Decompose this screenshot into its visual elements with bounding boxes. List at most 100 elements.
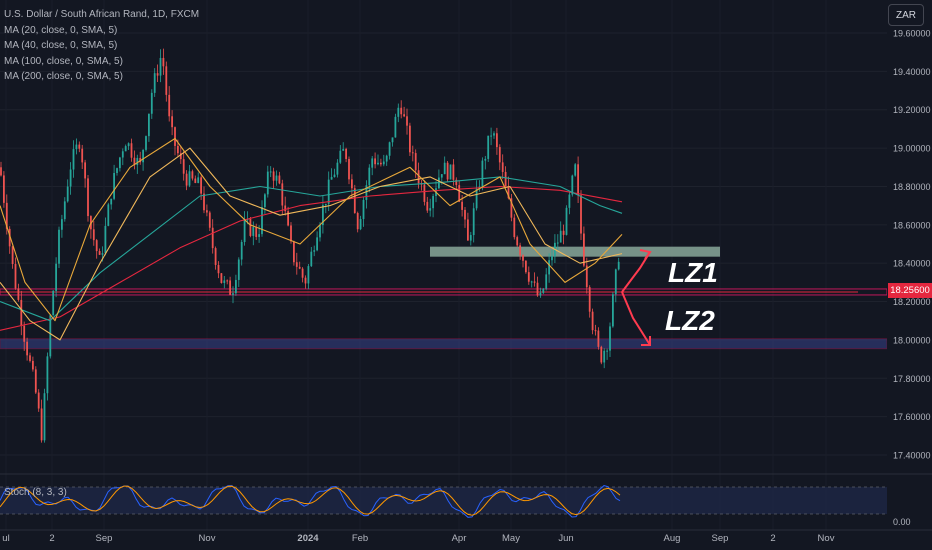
time-axis: ul 2 Sep Nov 2024 Feb Apr May Jun Aug Sep 2 Nov [2,533,834,544]
ma100-line [0,176,623,322]
candle-body [92,229,95,241]
candle-body [588,287,591,312]
price-tick-label: 19.20000 [893,105,931,115]
candle-body [452,164,455,180]
candle-body [304,277,307,284]
stoch-legend[interactable]: Stoch (8, 3, 3) [4,487,67,498]
ma40-legend[interactable]: MA (40, close, 0, SMA, 5) [4,40,118,51]
candle-body [484,158,487,161]
candle-body [46,356,49,394]
ma20-line [0,137,623,322]
chart-grid [0,32,887,456]
candle-body [542,288,545,293]
price-tick-label: 17.40000 [893,451,931,461]
candle-body [72,149,75,170]
lz1-label: LZ1 [668,257,718,288]
lz2-arrow [621,291,651,346]
ma100-legend[interactable]: MA (100, close, 0, SMA, 5) [4,55,123,67]
candle-body [275,175,278,181]
lz1-zone [430,246,720,257]
candle-body [23,325,26,342]
candle-body [119,157,121,169]
candle-body [185,173,188,186]
candle-body [449,164,452,180]
candle-body [81,148,84,163]
time-tick-label: May [502,533,520,544]
candle-body [498,147,501,163]
candle-body [32,360,34,370]
candle-body [26,341,28,356]
candle-body [232,293,234,295]
time-tick-label: Sep [712,533,729,544]
candle-body [397,107,400,117]
candle-body [78,144,81,149]
candle-body [266,171,269,195]
candle-body [455,179,458,186]
candle-body [142,149,144,163]
time-tick-label: 2 [49,533,54,544]
candle-body [365,185,368,200]
candle-body [432,196,434,209]
candle-body [159,57,162,76]
candle-body [374,158,376,165]
currency-button[interactable]: ZAR [888,4,924,26]
projection-arrows: LZ1 LZ2 [621,249,718,346]
candle-body [380,162,382,165]
candle-body [516,237,519,246]
lz2-arrow-head [641,336,651,346]
candle-body [136,157,139,166]
candle-body [261,207,263,235]
candle-body [145,136,147,150]
candle-body [211,227,214,249]
candle-body [469,235,472,241]
chart-legend: U.S. Dollar / South African Rand, 1D, FX… [4,7,199,85]
candle-body [446,162,449,180]
ma200-line [0,185,623,331]
candle-body [406,116,408,126]
candle-body [281,183,284,206]
ma20-legend[interactable]: MA (20, close, 0, SMA, 5) [4,24,118,36]
time-tick-label: Apr [452,533,467,544]
candle-body [333,174,336,178]
candle-body [583,233,585,266]
candle-body [597,330,600,347]
stoch-k-line [0,485,621,518]
candle-body [417,170,420,184]
candle-body [14,264,17,289]
candle-body [240,241,243,260]
candle-body [301,268,304,278]
price-tick-label: 17.60000 [893,412,931,422]
candle-body [411,152,414,154]
time-tick-label: Feb [352,533,368,544]
candle-body [153,73,156,93]
candle-body [165,66,168,95]
candle-body [290,225,292,242]
stochastic-pane: 0.00 [0,473,932,531]
candle-body [548,260,550,275]
candle-body [577,164,579,196]
candle-body [527,272,530,282]
ma200-legend[interactable]: MA (200, close, 0, SMA, 5) [4,71,123,82]
candle-body [519,245,521,256]
candle-body [264,194,266,208]
candle-body [0,167,2,176]
candle-body [423,184,426,202]
price-tick-label: 19.60000 [893,29,931,39]
time-tick-label: ul [2,533,9,544]
stoch-d-line [0,485,621,516]
candle-body [37,392,40,409]
candle-body [61,219,63,230]
candle-body [200,177,202,194]
candle-body [475,188,478,209]
candle-body [17,288,20,300]
candle-body [481,160,484,187]
candle-body [110,198,113,205]
candle-body [562,230,565,235]
candlestick-series [0,48,620,443]
candle-body [377,162,379,165]
candle-body [223,280,226,283]
candle-body [243,220,246,242]
candle-body [162,57,165,67]
candle-body [545,274,548,289]
